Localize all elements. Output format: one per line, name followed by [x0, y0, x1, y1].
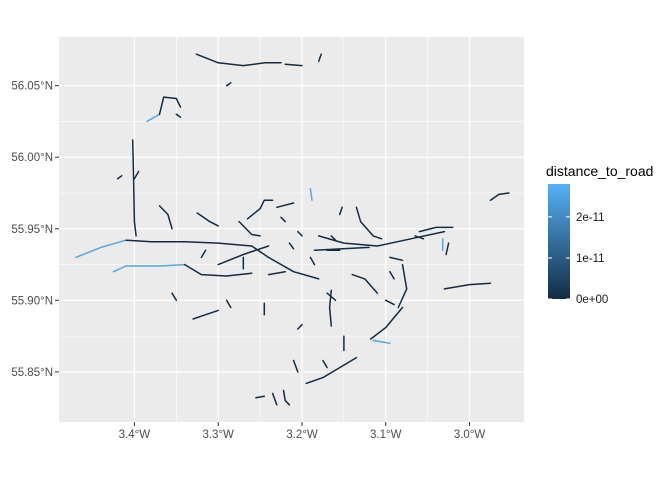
legend-tick-label: 1e-11 [576, 253, 605, 265]
x-axis: 3.4°W 3.3°W 3.2°W 3.1°W 3.0°W [119, 422, 486, 441]
road-segment [112, 263, 186, 273]
road-segment [158, 205, 173, 230]
road-segment [75, 239, 127, 259]
legend-title: distance_to_road [546, 163, 653, 179]
legend-ticks: 0e+00 1e-11 2e-11 [548, 212, 608, 306]
road-segment [385, 299, 395, 306]
road-segment [326, 292, 337, 302]
y-tick-label: 56.00°N [11, 152, 53, 164]
road-segment [313, 246, 370, 252]
road-segment [280, 216, 286, 223]
road-segment [217, 245, 270, 266]
road-segment [158, 96, 182, 116]
road-segment [309, 256, 316, 266]
road-segment [305, 356, 358, 385]
y-tick-label: 55.90°N [11, 295, 53, 307]
road-segment [414, 235, 425, 240]
road-segment [338, 206, 343, 216]
road-segment [292, 359, 299, 373]
legend-tick-label: 0e+00 [576, 294, 608, 306]
x-tick-label: 3.2°W [286, 429, 318, 441]
road-segment [397, 263, 408, 309]
road-segment [195, 53, 282, 67]
color-legend: distance_to_road 0e+00 1e-11 2e-11 [546, 163, 653, 306]
y-axis: 55.85°N 55.90°N 55.95°N 56.00°N 56.05°N [11, 81, 59, 379]
road-segment [183, 263, 253, 277]
legend-colorbar [548, 184, 570, 299]
road-segment [288, 242, 295, 250]
road-segment [369, 306, 404, 340]
road-segment [297, 230, 303, 237]
road-segment [171, 292, 178, 302]
y-tick-label: 55.85°N [11, 367, 53, 379]
x-tick-label: 3.4°W [119, 429, 151, 441]
road-segment [192, 309, 219, 320]
road-segment [238, 220, 261, 237]
plot-panel [59, 37, 524, 422]
road-segment [309, 187, 313, 201]
road-segment [146, 113, 161, 123]
x-tick-label: 3.0°W [454, 429, 486, 441]
y-tick-label: 55.95°N [11, 224, 53, 236]
road-segment [225, 299, 232, 309]
road-segment [389, 256, 404, 262]
legend-tick-label: 2e-11 [576, 212, 605, 224]
road-segment [317, 53, 322, 63]
road-segment [200, 249, 207, 259]
road-segment [418, 226, 454, 233]
road-segment [267, 270, 286, 276]
road-segment [255, 395, 266, 399]
road-segment [443, 282, 492, 290]
road-segment [196, 212, 219, 227]
road-segment [131, 139, 137, 237]
road-layer [75, 53, 510, 406]
road-segment [284, 63, 303, 67]
road-segment [271, 392, 278, 406]
road-segment [116, 175, 123, 180]
road-segment [250, 245, 320, 280]
road-segment [330, 235, 337, 241]
road-segment [125, 239, 253, 247]
road-segment [297, 323, 303, 330]
road-segment [175, 113, 182, 118]
x-tick-label: 3.3°W [202, 429, 234, 441]
y-tick-label: 56.05°N [11, 81, 53, 93]
road-segment [225, 82, 232, 87]
grid-layer [59, 37, 524, 422]
road-segment [372, 339, 391, 345]
road-segment [322, 359, 328, 369]
road-segment [246, 199, 274, 220]
road-segment [389, 270, 395, 280]
road-segment [276, 202, 295, 209]
road-segment [355, 206, 383, 240]
x-tick-label: 3.1°W [370, 429, 402, 441]
road-segment [351, 273, 379, 294]
road-segment [133, 170, 140, 180]
road-segment [489, 192, 510, 201]
road-segment [282, 389, 291, 406]
road-segment [445, 242, 450, 256]
